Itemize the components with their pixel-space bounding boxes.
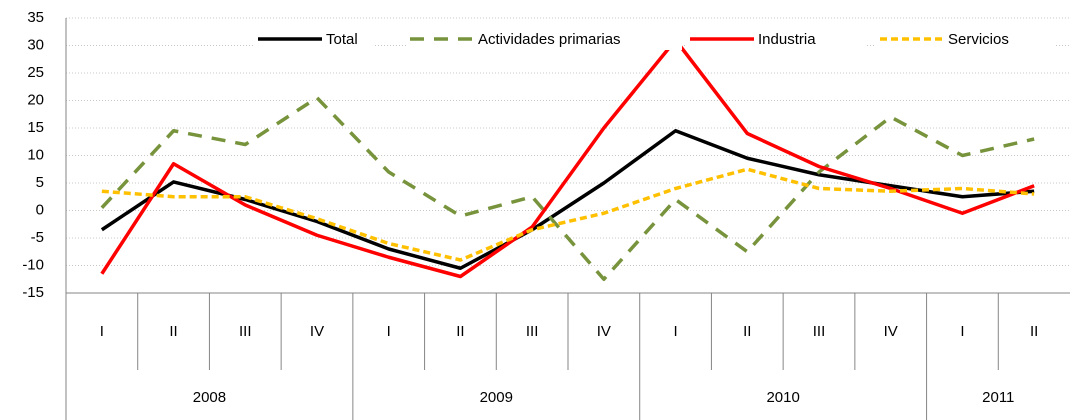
x-tick-label: III <box>239 323 252 340</box>
x-tick-label: II <box>456 323 464 340</box>
y-tick-label: 15 <box>27 119 44 136</box>
x-tick-label: I <box>673 323 677 340</box>
y-tick-label: -15 <box>22 284 44 301</box>
y-tick-label: 25 <box>27 64 44 81</box>
group-label: 2010 <box>766 389 799 406</box>
x-tick-label: II <box>169 323 177 340</box>
legend-label: Industria <box>758 31 816 48</box>
legend-label: Total <box>326 31 358 48</box>
y-tick-label: -10 <box>22 256 44 273</box>
legend-label: Actividades primarias <box>478 31 621 48</box>
y-tick-label: 0 <box>36 201 44 218</box>
x-tick-label: IV <box>597 323 611 340</box>
x-tick-label: II <box>743 323 751 340</box>
y-tick-label: 5 <box>36 174 44 191</box>
series-line <box>100 129 1035 270</box>
x-tick-label: I <box>960 323 964 340</box>
group-label: 2009 <box>480 389 513 406</box>
legend-bg <box>876 28 1056 50</box>
x-tick-label: IV <box>310 323 324 340</box>
y-tick-label: -5 <box>31 229 44 246</box>
y-tick-label: 20 <box>27 91 44 108</box>
group-label: 2011 <box>982 389 1014 406</box>
x-tick-label: IV <box>884 323 898 340</box>
x-tick-label: I <box>387 323 391 340</box>
y-tick-label: 10 <box>27 146 44 163</box>
x-tick-label: I <box>100 323 104 340</box>
x-tick-label: III <box>526 323 539 340</box>
y-tick-label: 30 <box>27 36 44 53</box>
series-line <box>100 38 1035 279</box>
series-line <box>100 96 1035 281</box>
x-tick-label: III <box>813 323 826 340</box>
x-tick-label: II <box>1030 323 1038 340</box>
group-label: 2008 <box>193 389 226 406</box>
legend-bg <box>406 28 682 50</box>
y-tick-label: 35 <box>27 9 44 26</box>
legend-bg <box>686 28 866 50</box>
legend-label: Servicios <box>948 31 1009 48</box>
series-line <box>101 167 1035 262</box>
